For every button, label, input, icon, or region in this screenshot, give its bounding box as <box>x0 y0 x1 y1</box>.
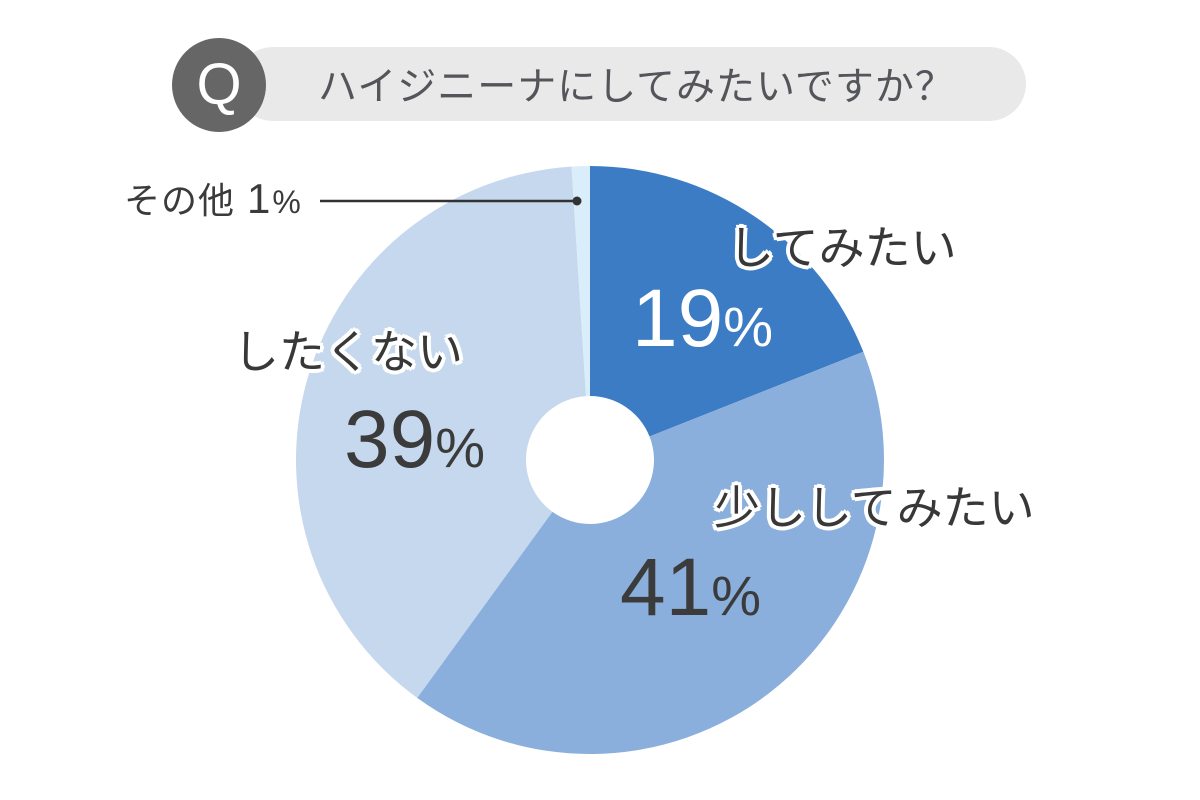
pie-slices <box>296 166 884 754</box>
callout-number: 1 <box>247 175 271 222</box>
callout-percent-sign: % <box>272 184 301 220</box>
segment-value-shitemitai: 19% <box>632 278 773 360</box>
q-badge: Q <box>172 38 266 132</box>
pie-segment-3 <box>571 166 590 397</box>
pie-segment-0 <box>590 166 864 437</box>
segment-value-shitakunai: 39% <box>344 399 485 481</box>
pie-segment-1 <box>417 351 884 754</box>
pie-segment-2 <box>296 166 586 698</box>
percent-sign: % <box>723 295 774 358</box>
segment-label-shitemitai: してみたい <box>728 222 957 274</box>
q-badge-label: Q <box>196 52 242 117</box>
segment-callout-sonota: その他 1 % <box>124 178 301 220</box>
callout-label: その他 <box>124 180 236 221</box>
percent-number: 41 <box>620 542 712 633</box>
question-text: ハイジニーナにしてみたいですか？ <box>318 66 955 109</box>
percent-sign: % <box>435 416 486 479</box>
question-pill: ハイジニーナにしてみたいですか？ <box>236 47 1026 121</box>
segment-value-sukoshi-shitemitai: 41% <box>620 547 761 629</box>
callout-dot <box>572 196 582 206</box>
segment-label-sukoshi-shitemitai: 少ししてみたい <box>714 482 1035 534</box>
percent-sign: % <box>711 564 762 627</box>
percent-number: 19 <box>632 273 724 364</box>
percent-number: 39 <box>344 394 436 485</box>
segment-label-shitakunai: したくない <box>233 326 463 378</box>
